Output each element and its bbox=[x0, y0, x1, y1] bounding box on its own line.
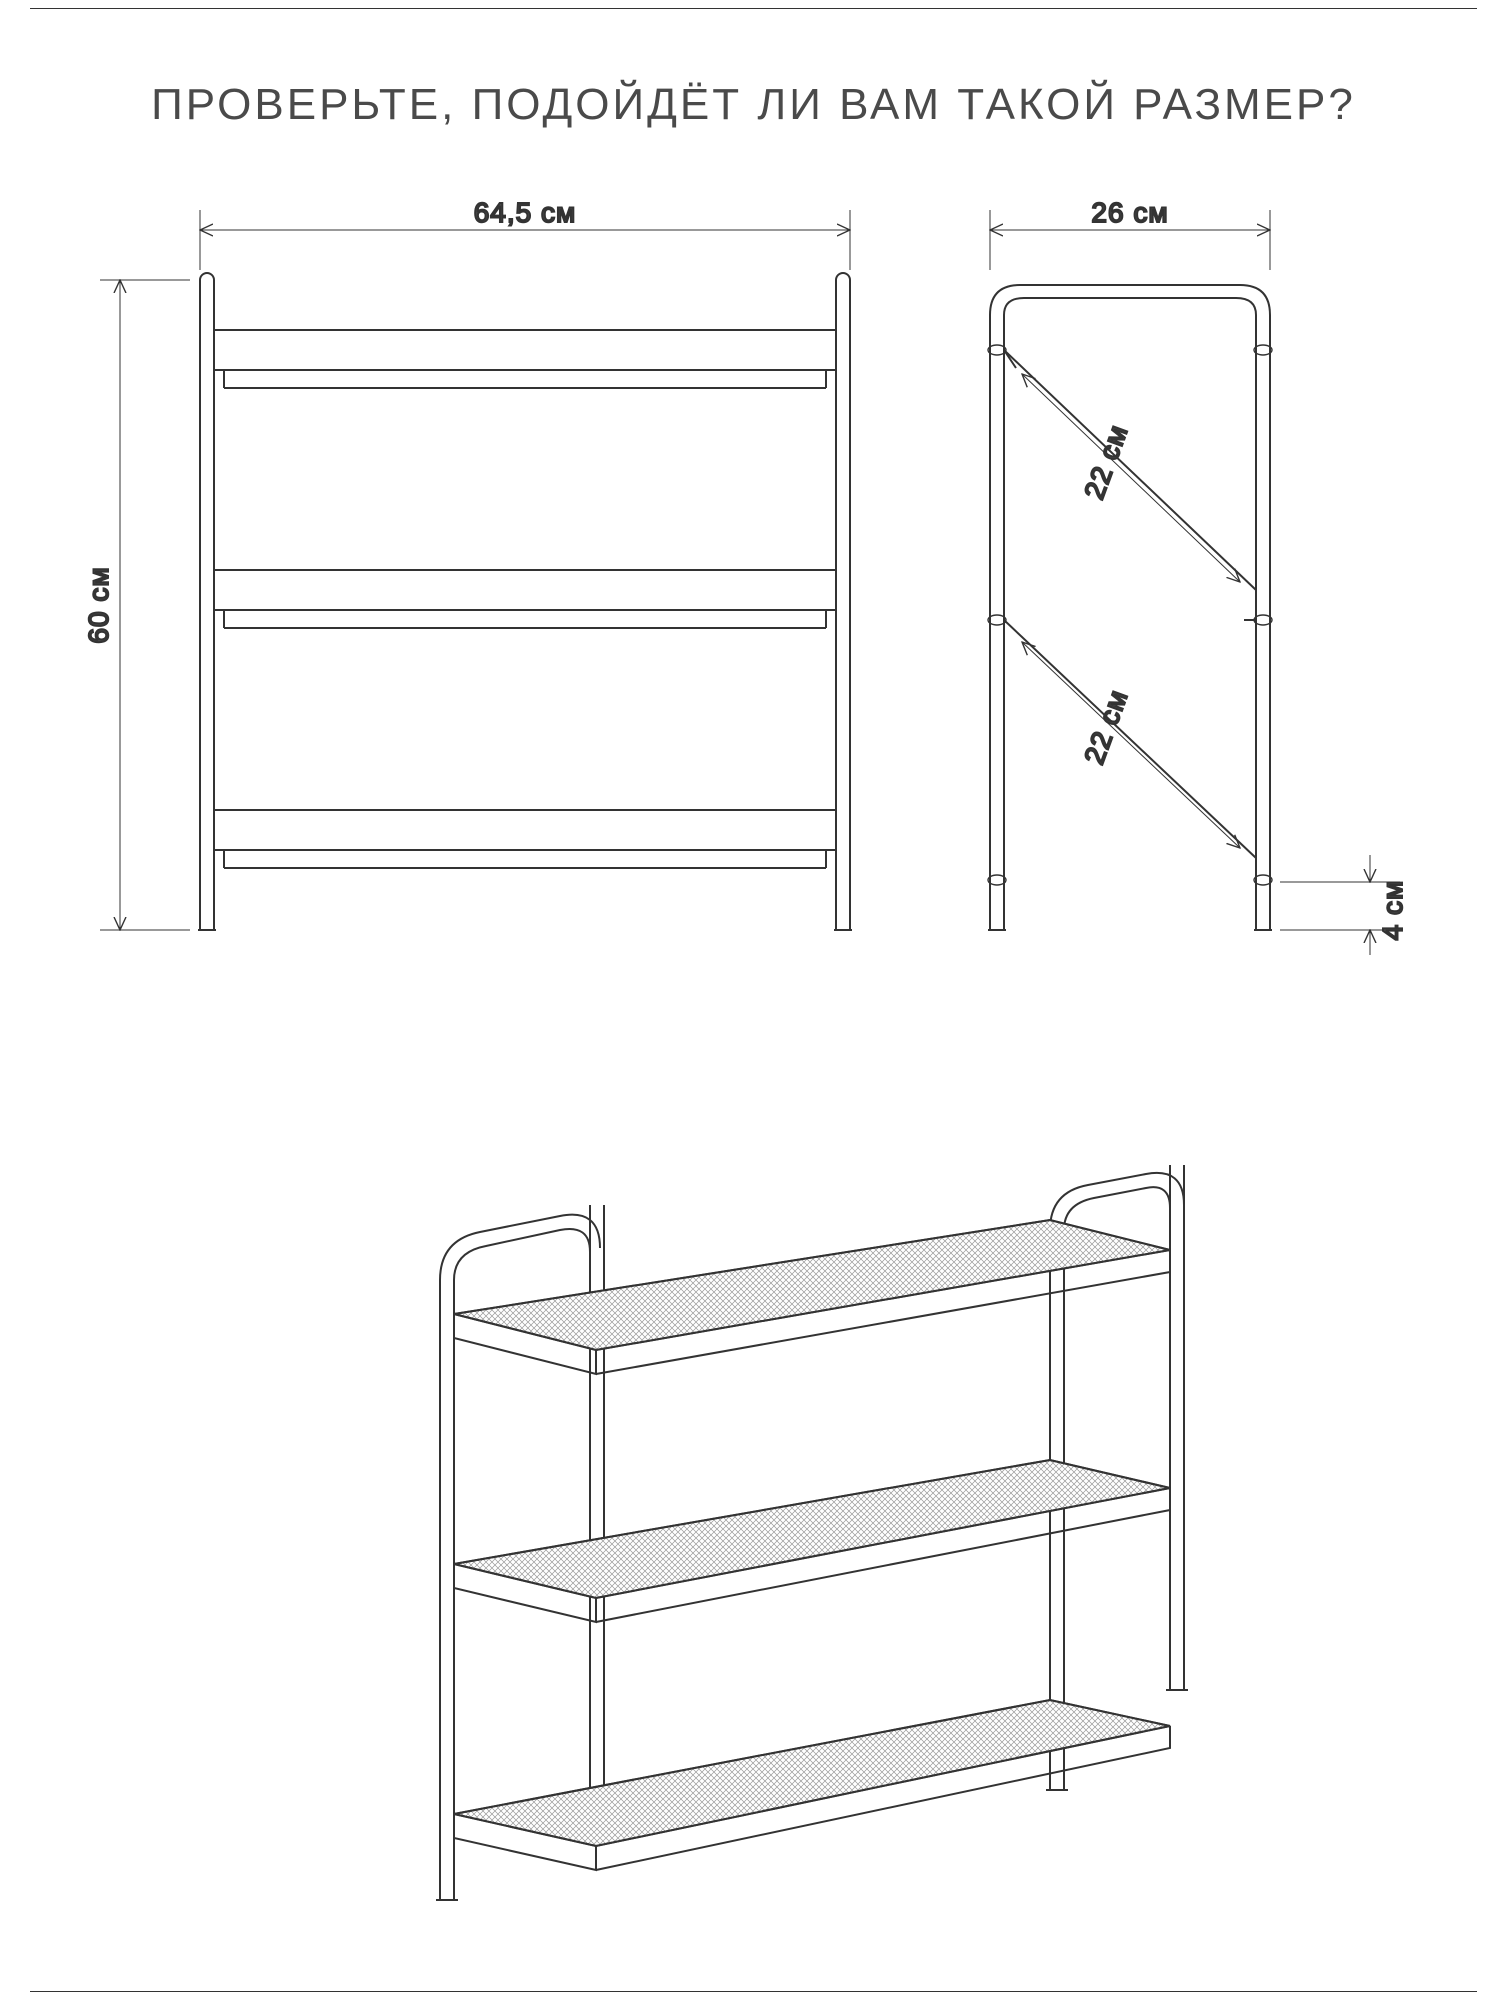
isometric-view bbox=[436, 1165, 1188, 1900]
top-rule bbox=[30, 8, 1477, 9]
side-view: 22 см 22 см 26 см bbox=[988, 197, 1408, 955]
dim-height: 60 см bbox=[83, 566, 114, 643]
dim-shelf-1: 22 см bbox=[1078, 420, 1134, 503]
dim-width: 64,5 см bbox=[474, 197, 577, 228]
page-title: ПРОВЕРЬТЕ, ПОДОЙДЁТ ЛИ ВАМ ТАКОЙ РАЗМЕР? bbox=[0, 80, 1507, 130]
diagram-canvas: 64,5 см 60 см bbox=[0, 190, 1507, 1970]
front-view: 64,5 см 60 см bbox=[83, 197, 852, 930]
page: ПРОВЕРЬТЕ, ПОДОЙДЁТ ЛИ ВАМ ТАКОЙ РАЗМЕР? bbox=[0, 0, 1507, 2000]
bottom-rule bbox=[30, 1991, 1477, 1992]
dim-depth: 26 см bbox=[1091, 197, 1168, 228]
dim-clearance: 4 см bbox=[1377, 880, 1408, 941]
technical-svg: 64,5 см 60 см bbox=[0, 190, 1507, 1970]
